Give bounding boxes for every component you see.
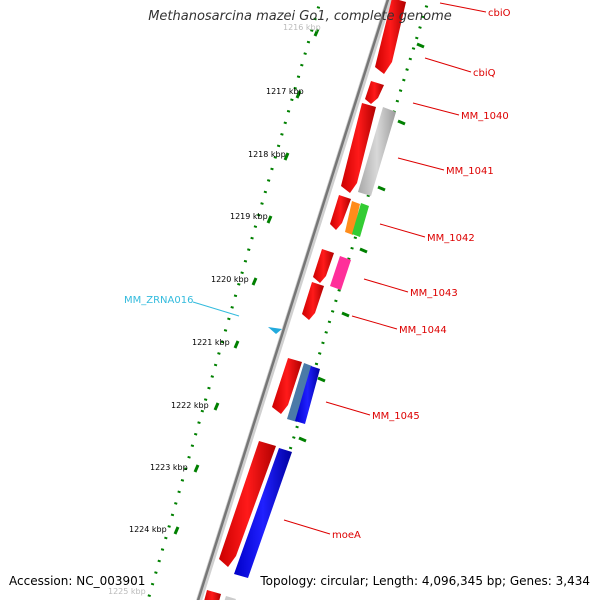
gene-block-mm1043-pink[interactable] (330, 256, 351, 290)
gene-block-mm1043[interactable] (313, 249, 334, 283)
outer-scale-ticks (298, 42, 425, 443)
gene-block-mm1045[interactable] (272, 358, 302, 414)
gene-label-mm1043[interactable]: MM_1043 (410, 288, 458, 299)
tick-label-1220: 1220 kbp (211, 275, 249, 284)
gene-label-mm1045[interactable]: MM_1045 (372, 411, 420, 422)
rna-leader-line (192, 301, 240, 317)
tick-label-1216: 1216 kbp (283, 23, 321, 32)
gene-block-moea[interactable] (219, 441, 276, 567)
gene-block-mm1041-grey[interactable] (358, 107, 396, 196)
gene-label-moea[interactable]: moeA (332, 530, 361, 541)
kbp-major-ticks (173, 28, 320, 535)
gene-label-mm1041[interactable]: MM_1041 (446, 166, 494, 177)
gene-label-cbiq[interactable]: cbiQ (473, 68, 496, 79)
gene-label-mm1042[interactable]: MM_1042 (427, 233, 475, 244)
tick-label-1219: 1219 kbp (230, 212, 268, 221)
rna-label-zrna016[interactable]: MM_ZRNA016 (124, 295, 193, 306)
label-leader-lines (283, 2, 487, 535)
gene-block-bottom[interactable] (203, 590, 221, 600)
tick-label-1217: 1217 kbp (266, 87, 304, 96)
gene-block-cbio[interactable] (375, 0, 406, 74)
tick-label-1223: 1223 kbp (150, 463, 188, 472)
tick-label-1225: 1225 kbp (108, 587, 146, 596)
accession-text: Accession: NC_003901 (9, 574, 146, 588)
gene-block-mm1040[interactable] (341, 103, 376, 193)
forward-strand-genes (203, 0, 406, 600)
reverse-strand-blocks (223, 107, 396, 600)
gene-block-cbiq[interactable] (365, 81, 384, 104)
map-title: Methanosarcina mazei Go1, complete genom… (148, 9, 452, 24)
gene-label-mm1044[interactable]: MM_1044 (399, 325, 447, 336)
tick-label-1218: 1218 kbp (248, 150, 286, 159)
topology-text: Topology: circular; Length: 4,096,345 bp… (260, 574, 590, 588)
tick-label-1221: 1221 kbp (192, 338, 230, 347)
gene-label-cbio[interactable]: cbiO (488, 8, 511, 19)
gene-block-mm1045-steel[interactable] (287, 363, 312, 422)
gene-block-mm1042-green[interactable] (352, 203, 369, 237)
gene-block-mm1042-orange[interactable] (345, 201, 360, 235)
gene-label-mm1040[interactable]: MM_1040 (461, 111, 509, 122)
gene-block-mm1044[interactable] (302, 282, 324, 320)
gene-block-mm1045-blue[interactable] (295, 366, 320, 424)
genome-backbone-line (196, 0, 390, 600)
gene-block-bottom-grey[interactable] (223, 596, 236, 600)
rna-marker[interactable] (268, 327, 282, 334)
tick-label-1222: 1222 kbp (171, 401, 209, 410)
gene-block-mm1042[interactable] (330, 195, 351, 230)
tick-label-1224: 1224 kbp (129, 525, 167, 534)
gene-block-moea-blue[interactable] (234, 448, 292, 578)
